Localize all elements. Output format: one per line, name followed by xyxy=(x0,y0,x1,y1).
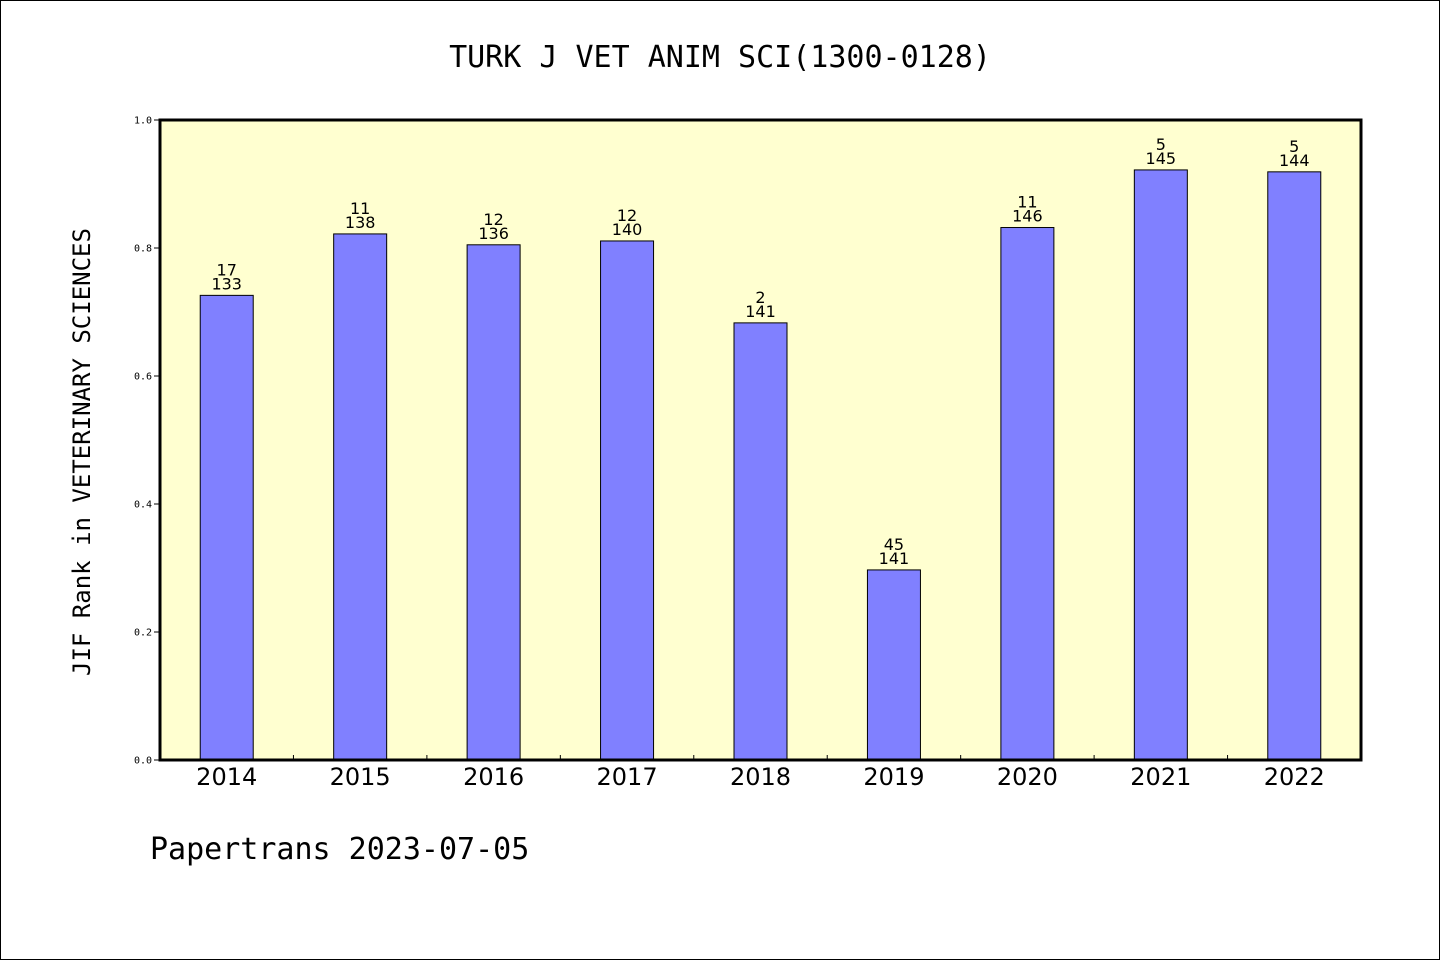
bar-total-label-2016: 136 xyxy=(478,224,509,243)
x-tick-label-2020: 2020 xyxy=(997,763,1058,791)
bar-total-label-2017: 140 xyxy=(612,220,643,239)
bar-2019 xyxy=(866,569,921,761)
bar-rank-label-2017: 12 xyxy=(617,206,637,225)
x-tick-label-2022: 2022 xyxy=(1264,763,1325,791)
bar-rank-label-2021: 5 xyxy=(1156,135,1166,154)
x-axis: 2014 2015 2016 2017 2018 2019 2020 2021 2022 xyxy=(196,755,1325,791)
bar-2014 xyxy=(199,294,254,761)
plot-border xyxy=(158,118,1363,762)
bar-total-label-2021: 145 xyxy=(1146,149,1177,168)
bar-rank-label-2014: 17 xyxy=(217,260,237,279)
x-tick-label-2016: 2016 xyxy=(463,763,524,791)
x-tick-label-2019: 2019 xyxy=(863,763,924,791)
bar-2016 xyxy=(466,244,521,761)
bar-total-label-2020: 146 xyxy=(1012,207,1043,226)
bar-rank-label-2022: 5 xyxy=(1289,137,1299,156)
chart-title: TURK J VET ANIM SCI(1300-0128) xyxy=(449,40,991,75)
y-tick-label: 0.2 xyxy=(134,628,152,639)
bar-rank-label-2019: 45 xyxy=(884,535,904,554)
y-axis-label: JIF Rank in VETERINARY SCIENCES xyxy=(68,228,96,676)
bar-2018 xyxy=(733,322,788,761)
bar-total-label-2015: 138 xyxy=(345,213,376,232)
bar-2021 xyxy=(1133,169,1188,761)
x-tick-label-2017: 2017 xyxy=(597,763,658,791)
x-tick-label-2018: 2018 xyxy=(730,763,791,791)
y-tick-label: 0.6 xyxy=(134,372,152,383)
x-tick-label-2014: 2014 xyxy=(196,763,257,791)
x-tick-label-2015: 2015 xyxy=(330,763,391,791)
bar-2015 xyxy=(333,233,388,761)
bar-total-label-2014: 133 xyxy=(211,274,242,293)
bar-total-label-2022: 144 xyxy=(1279,151,1310,170)
x-tick-label-2021: 2021 xyxy=(1130,763,1191,791)
bar-2022 xyxy=(1267,171,1322,761)
bar-rank-label-2015: 11 xyxy=(350,199,370,218)
bar-rank-label-2020: 11 xyxy=(1017,193,1037,212)
bar-rank-label-2016: 12 xyxy=(483,210,503,229)
bar-total-label-2019: 141 xyxy=(879,549,910,568)
bar-rank-label-2018: 2 xyxy=(755,288,765,307)
y-axis: 0.0 0.2 0.4 0.6 0.8 1.0 xyxy=(134,116,160,767)
y-tick-label: 1.0 xyxy=(134,116,152,127)
bar-2020 xyxy=(1000,227,1055,761)
y-tick-label: 0.4 xyxy=(134,500,152,511)
bar-total-label-2018: 141 xyxy=(745,302,776,321)
footer-credit: Papertrans 2023-07-05 xyxy=(150,832,530,867)
y-tick-label: 0.0 xyxy=(134,756,152,767)
y-tick-label: 0.8 xyxy=(134,244,152,255)
bar-2017 xyxy=(600,240,655,761)
